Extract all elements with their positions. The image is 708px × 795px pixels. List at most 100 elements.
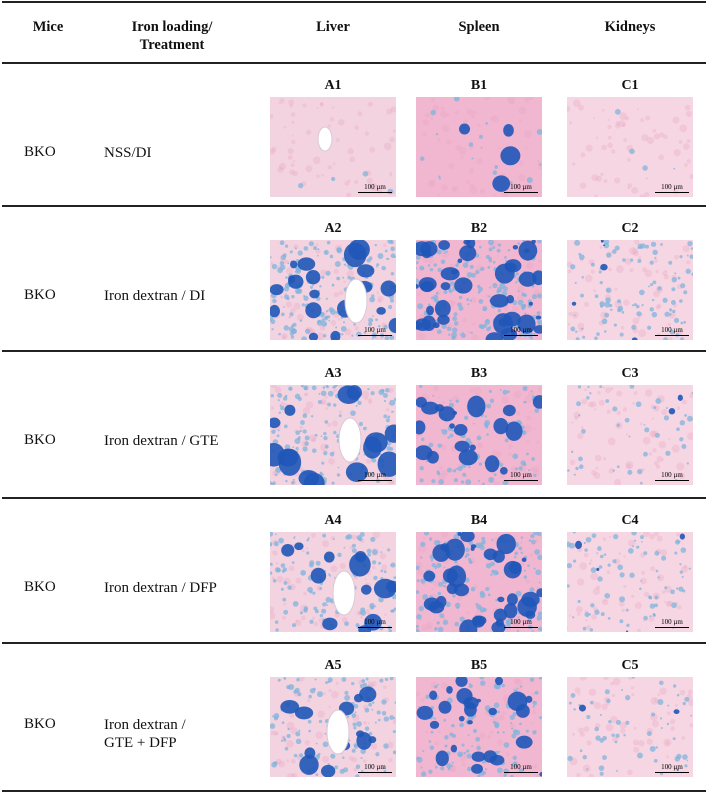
scale-bar-label: 100 µm (661, 470, 683, 479)
scale-bar-label: 100 µm (661, 762, 683, 771)
treatment-line: Iron dextran / GTE (104, 433, 219, 449)
row-mice-label: BKO (24, 287, 56, 303)
panel-label: A4 (324, 513, 342, 528)
header-kidneys: Kidneys (604, 19, 656, 35)
micrograph-panel: 100 µm (270, 385, 396, 485)
scale-bar-label: 100 µm (364, 182, 386, 191)
scale-bar: 100 µm (504, 182, 538, 193)
treatment-line: Iron dextran / DFP (104, 580, 217, 596)
scale-bar-label: 100 µm (364, 325, 386, 334)
header-mice: Mice (32, 19, 64, 35)
panel-label: C3 (621, 366, 639, 381)
scale-bar: 100 µm (504, 325, 538, 336)
micrograph-panel: 100 µm (567, 677, 693, 777)
scale-bar-line (504, 191, 538, 193)
scale-bar-label: 100 µm (510, 182, 532, 191)
row-separator (2, 642, 706, 644)
micrograph-svg (567, 240, 693, 340)
scale-bar-line (504, 626, 538, 628)
micrograph-svg (567, 97, 693, 197)
row-separator (2, 350, 706, 352)
row-separator (2, 205, 706, 207)
treatment-line: Iron dextran / (104, 717, 186, 733)
scale-bar-line (655, 191, 689, 193)
micrograph-svg (567, 385, 693, 485)
scale-bar: 100 µm (504, 763, 538, 773)
row-treatment-label: Iron dextran / GTE + DFP (104, 716, 186, 752)
micrograph-svg (270, 240, 396, 340)
micrograph-panel: 100 µm (270, 532, 396, 632)
scale-bar-label: 100 µm (364, 470, 386, 479)
scale-bar-line (655, 626, 689, 628)
scale-bar: 100 µm (358, 762, 392, 773)
scale-bar: 100 µm (358, 182, 392, 193)
micrograph-panel: 100 µm (270, 677, 396, 777)
row-treatment-label: Iron dextran / DFP (104, 579, 217, 597)
scale-bar-label: 100 µm (661, 325, 683, 334)
micrograph-svg (416, 97, 542, 197)
scale-bar: 100 µm (655, 470, 689, 481)
row-mice-label: BKO (24, 432, 56, 448)
scale-bar: 100 µm (655, 617, 689, 628)
micrograph-panel: 100 µm (270, 240, 396, 340)
micrograph-svg (416, 677, 542, 777)
panel-label: B2 (470, 221, 488, 236)
treatment-line: Iron dextran / DI (104, 288, 206, 304)
scale-bar-label: 100 µm (661, 617, 683, 626)
scale-bar-line (358, 479, 392, 481)
scale-bar: 100 µm (358, 617, 392, 628)
panel-label: B3 (470, 366, 488, 381)
panel-label: B1 (470, 78, 488, 93)
scale-bar-label: 100 µm (364, 617, 386, 626)
header-treatment: Iron loading/ Treatment (112, 18, 232, 54)
scale-bar-line (358, 334, 392, 336)
treatment-line: NSS/DI (104, 145, 152, 161)
scale-bar-label: 100 µm (510, 470, 532, 479)
row-separator (2, 497, 706, 499)
scale-bar-label: 100 µm (661, 182, 683, 191)
scale-bar: 100 µm (655, 762, 689, 773)
scale-bar-label: 100 µm (364, 762, 386, 771)
panel-label: A3 (324, 366, 342, 381)
scale-bar-line (358, 191, 392, 193)
micrograph-panel: 100 µm (416, 240, 542, 340)
header-treatment-line1: Iron loading/ (131, 19, 213, 35)
scale-bar-line (504, 479, 538, 481)
scale-bar: 100 µm (655, 182, 689, 193)
scale-bar: 100 µm (504, 470, 538, 481)
row-mice-label: BKO (24, 716, 56, 732)
panel-label: C2 (621, 221, 639, 236)
scale-bar-label: 100 µm (510, 325, 532, 334)
panel-label: A2 (324, 221, 342, 236)
scale-bar-line (655, 479, 689, 481)
micrograph-svg (270, 532, 396, 632)
row-mice-label: BKO (24, 144, 56, 160)
treatment-line: GTE + DFP (104, 735, 177, 751)
panel-label: C5 (621, 658, 639, 673)
panel-label: A1 (324, 78, 342, 93)
micrograph-panel: 100 µm (416, 677, 542, 777)
scale-bar: 100 µm (358, 470, 392, 481)
micrograph-svg (567, 677, 693, 777)
table-top-rule (2, 1, 706, 3)
panel-label: B5 (470, 658, 488, 673)
micrograph-svg (416, 240, 542, 340)
scale-bar-line (655, 334, 689, 336)
scale-bar: 100 µm (504, 618, 538, 628)
micrograph-panel: 100 µm (567, 240, 693, 340)
micrograph-svg (416, 385, 542, 485)
row-treatment-label: Iron dextran / GTE (104, 432, 219, 450)
micrograph-svg (416, 532, 542, 632)
row-treatment-label: NSS/DI (104, 144, 152, 162)
header-treatment-line2: Treatment (139, 37, 205, 53)
row-treatment-label: Iron dextran / DI (104, 287, 205, 305)
micrograph-panel: 100 µm (270, 97, 396, 197)
micrograph-panel: 100 µm (567, 385, 693, 485)
panel-label: A5 (324, 658, 342, 673)
panel-label: C1 (621, 78, 639, 93)
micrograph-panel: 100 µm (416, 385, 542, 485)
scale-bar-line (504, 334, 538, 336)
panel-label: B4 (470, 513, 488, 528)
micrograph-panel: 100 µm (567, 532, 693, 632)
table-bottom-rule (2, 790, 706, 792)
